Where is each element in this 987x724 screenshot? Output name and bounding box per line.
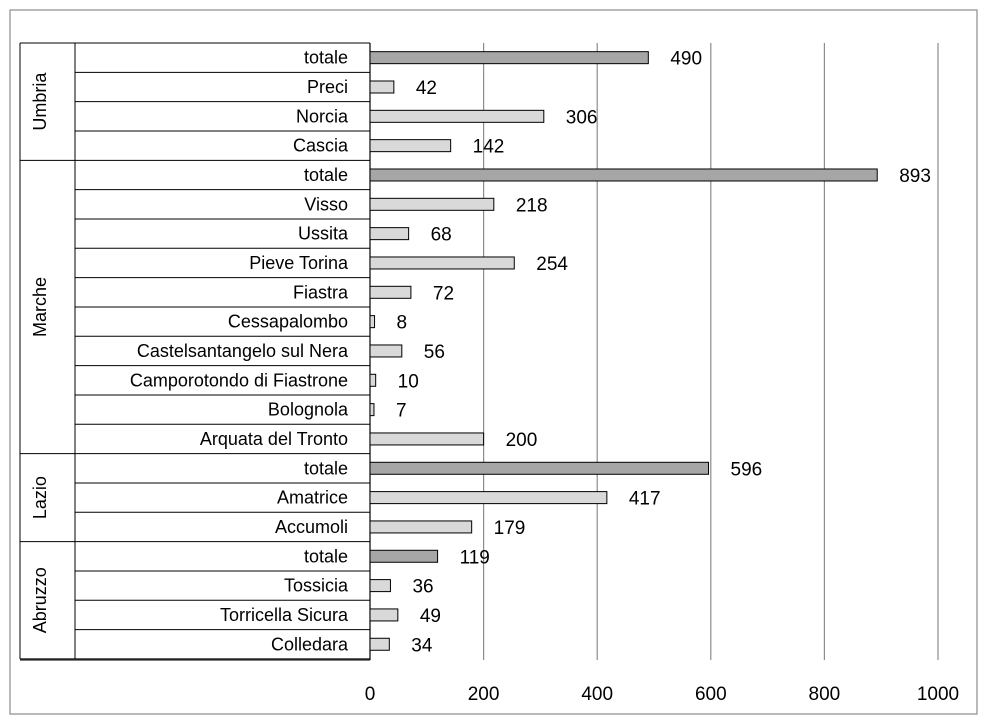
data-label-0-3: 142 [473,137,505,158]
data-label-3-2: 49 [420,606,441,627]
chart-frame [9,9,978,715]
bar-3-1 [369,579,391,593]
category-label-1-0: totale [304,165,348,185]
bar-3-2 [369,608,399,622]
bar-2-0 [369,461,710,475]
bar-1-4 [369,285,412,299]
category-label-1-4: Fiastra [293,282,349,302]
group-label-0: Umbria [30,72,50,131]
group-label-3: Abruzzo [30,567,50,633]
data-label-2-2: 179 [494,518,526,539]
category-label-0-3: Cascia [293,136,349,156]
bar-1-7 [369,373,377,387]
bar-1-0 [369,168,878,182]
data-label-1-4: 72 [433,283,454,304]
bar-1-8 [369,403,375,417]
category-label-1-2: Ussita [298,224,349,244]
group-label-2: Lazio [30,476,50,519]
x-tick-label-5: 1000 [917,684,959,705]
category-label-2-0: totale [304,458,348,478]
bar-2-2 [369,520,473,534]
category-label-0-2: Norcia [296,106,349,126]
data-label-1-7: 10 [398,371,419,392]
bar-1-9 [369,432,485,446]
data-label-2-1: 417 [629,489,661,510]
data-label-3-1: 36 [412,577,433,598]
category-label-1-1: Visso [304,194,348,214]
data-label-1-8: 7 [396,401,407,422]
bar-3-3 [369,637,390,651]
bar-0-2 [369,109,545,123]
bar-1-1 [369,197,495,211]
bar-0-0 [369,51,649,65]
category-label-3-1: Tossicia [284,576,349,596]
data-label-2-0: 596 [731,459,763,480]
data-label-0-0: 490 [670,49,702,70]
data-label-0-1: 42 [416,78,437,99]
x-tick-label-4: 800 [809,684,841,705]
data-label-1-0: 893 [899,166,931,187]
data-label-3-0: 119 [460,547,490,568]
category-label-1-6: Castelsantangelo sul Nera [137,341,349,361]
category-label-3-3: Colledara [271,634,349,654]
bar-0-1 [369,80,395,94]
group-label-1: Marche [30,277,50,337]
bar-1-3 [369,256,515,270]
data-label-3-3: 34 [411,635,433,656]
category-label-1-8: Bolognola [268,400,349,420]
data-label-1-1: 218 [516,195,548,216]
x-tick-label-0: 0 [365,684,376,705]
category-label-1-9: Arquata del Tronto [200,429,348,449]
category-label-0-1: Preci [307,77,348,97]
bar-1-5 [369,315,376,329]
category-label-1-7: Camporotondo di Fiastrone [130,370,348,390]
data-label-1-5: 8 [397,313,408,334]
category-label-1-5: Cessapalombo [228,312,348,332]
category-label-3-0: totale [304,546,348,566]
category-label-2-2: Accumoli [275,517,348,537]
data-label-1-9: 200 [506,430,538,451]
bar-1-6 [369,344,403,358]
bar-0-3 [369,139,452,153]
bar-2-1 [369,491,608,505]
category-label-1-3: Pieve Torina [249,253,349,273]
x-tick-label-2: 400 [581,684,613,705]
x-tick-label-3: 600 [695,684,727,705]
data-label-0-2: 306 [566,107,598,128]
category-label-3-2: Torricella Sicura [220,605,349,625]
data-label-1-3: 254 [536,254,568,275]
data-label-1-6: 56 [424,342,445,363]
bar-3-0 [369,549,439,563]
x-tick-label-1: 200 [468,684,500,705]
category-label-0-0: totale [304,48,348,68]
bar-1-2 [369,227,410,241]
data-label-1-2: 68 [431,225,452,246]
category-label-2-1: Amatrice [277,488,348,508]
